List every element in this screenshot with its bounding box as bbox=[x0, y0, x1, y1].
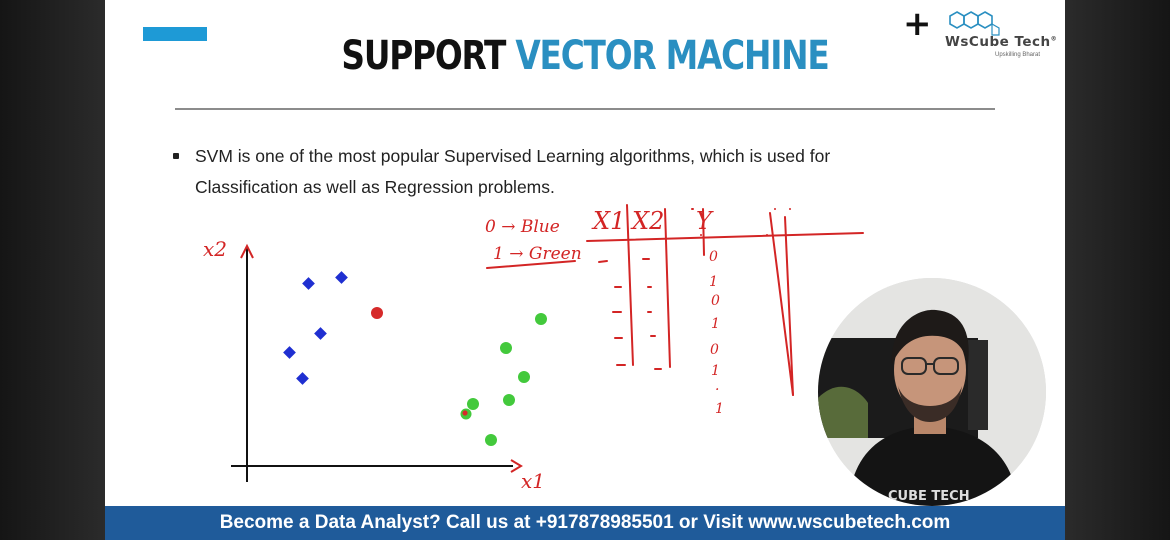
legend-green: 1 → Green bbox=[493, 244, 582, 264]
green-point bbox=[503, 394, 515, 406]
title-divider bbox=[175, 108, 995, 110]
axis-y-label: x2 bbox=[203, 237, 227, 261]
hexagon-logo-icon bbox=[949, 11, 1000, 36]
green-point bbox=[485, 434, 497, 446]
bullet-item: SVM is one of the most popular Supervise… bbox=[167, 141, 987, 203]
axis-x-label: x1 bbox=[521, 469, 545, 493]
slide-title: SUPPORT VECTOR MACHINE bbox=[191, 33, 978, 79]
blue-point bbox=[283, 346, 296, 359]
logo-tagline: Upskilling Bharat bbox=[995, 52, 1041, 58]
y-axis-arrow-icon bbox=[240, 243, 254, 259]
table-header-x1: X1 bbox=[591, 207, 625, 235]
title-words-vector-machine: VECTOR MACHINE bbox=[515, 33, 829, 79]
presenter-webcam: CUBE TECH bbox=[818, 278, 1046, 506]
y-value: 1 bbox=[715, 401, 724, 417]
blue-point bbox=[335, 271, 348, 284]
y-value: 0 bbox=[709, 249, 718, 265]
blue-point bbox=[314, 327, 327, 340]
y-value: 1 bbox=[709, 274, 718, 290]
bullet-line-2: Classification as well as Regression pro… bbox=[195, 177, 555, 197]
title-word-support: SUPPORT bbox=[341, 33, 506, 79]
blue-point bbox=[302, 277, 315, 290]
slide: SUPPORT VECTOR MACHINE + WsCube Tech® Up… bbox=[105, 0, 1065, 540]
accent-bar bbox=[143, 27, 207, 41]
x-axis-arrow-icon bbox=[510, 459, 523, 473]
video-frame-right bbox=[1065, 0, 1170, 540]
bullet-line-1: SVM is one of the most popular Supervise… bbox=[195, 146, 831, 166]
footer-banner: Become a Data Analyst? Call us at +91787… bbox=[105, 506, 1065, 540]
green-point bbox=[467, 398, 479, 410]
y-value: 1 bbox=[711, 316, 720, 332]
shirt-logo-text: CUBE TECH bbox=[888, 489, 970, 504]
wscube-logo: + WsCube Tech® Upskilling Bharat bbox=[903, 4, 1058, 66]
y-value: 0 bbox=[711, 293, 720, 309]
y-value: 0 bbox=[710, 342, 719, 358]
table-header-x2: X2 bbox=[630, 207, 664, 235]
y-value: · bbox=[715, 382, 719, 398]
presenter-figure: CUBE TECH bbox=[818, 278, 1046, 506]
logo-brand-text: WsCube Tech® bbox=[945, 34, 1058, 50]
green-red-point bbox=[460, 408, 472, 420]
scatter-plot: x2 x1 bbox=[203, 237, 547, 493]
footer-text: Become a Data Analyst? Call us at +91787… bbox=[219, 512, 951, 533]
legend-blue: 0 → Blue bbox=[485, 217, 560, 237]
green-point bbox=[518, 371, 530, 383]
handwritten-table: 0 → Blue 1 → Green X1 X2 Y 0 1 0 1 0 1 ·… bbox=[485, 204, 864, 417]
plus-icon: + bbox=[903, 4, 932, 44]
video-frame-left bbox=[0, 0, 105, 540]
y-value: 1 bbox=[711, 363, 720, 379]
red-point bbox=[371, 307, 383, 319]
blue-point bbox=[296, 372, 309, 385]
table-header-y: Y bbox=[696, 207, 714, 235]
green-point bbox=[500, 342, 512, 354]
bullet-list: SVM is one of the most popular Supervise… bbox=[167, 141, 987, 203]
green-point bbox=[535, 313, 547, 325]
